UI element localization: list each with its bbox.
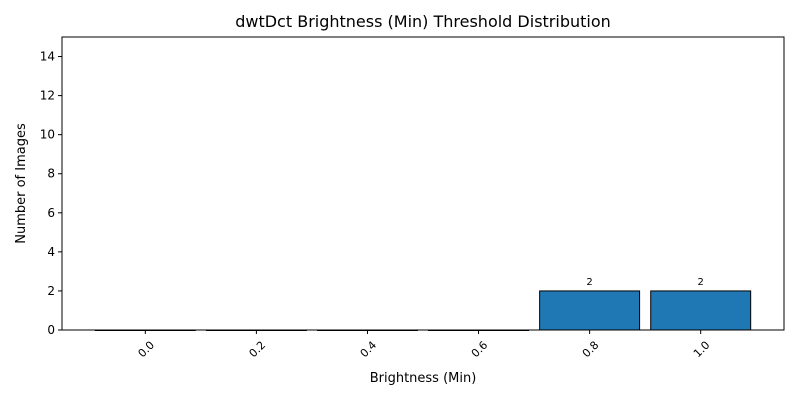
- bar-0.8: [539, 290, 641, 331]
- y-tick-label: 12: [40, 89, 55, 103]
- x-axis-label: Brightness (Min): [370, 371, 477, 386]
- x-axis-ticks: 0.0 0.2 0.4 0.6 0.8 1.0: [136, 330, 713, 361]
- bar-value-label: 2: [698, 277, 704, 288]
- x-tick-label: 0.8: [580, 339, 602, 361]
- y-tick-label: 0: [47, 323, 55, 337]
- x-tick-label: 1.0: [691, 339, 713, 361]
- y-axis-label: Number of Images: [14, 123, 29, 244]
- bar-1.0: [650, 290, 752, 331]
- bar-value-label: 2: [586, 277, 592, 288]
- y-tick-label: 6: [47, 206, 55, 220]
- plot-frame: [61, 36, 785, 331]
- y-tick-label: 14: [40, 50, 55, 64]
- y-tick-label: 2: [47, 284, 55, 298]
- y-axis-ticks: 0 2 4 6 8 10 12 14: [40, 50, 62, 337]
- x-tick-label: 0.2: [247, 339, 269, 361]
- bar-group: [94, 290, 752, 331]
- x-tick-label: 0.4: [358, 339, 380, 361]
- chart-title: dwtDct Brightness (Min) Threshold Distri…: [235, 12, 611, 31]
- y-tick-label: 10: [40, 128, 55, 142]
- x-tick-label: 0.0: [136, 339, 158, 361]
- y-tick-label: 8: [47, 167, 55, 181]
- y-tick-label: 4: [47, 245, 55, 259]
- x-tick-label: 0.6: [469, 339, 491, 361]
